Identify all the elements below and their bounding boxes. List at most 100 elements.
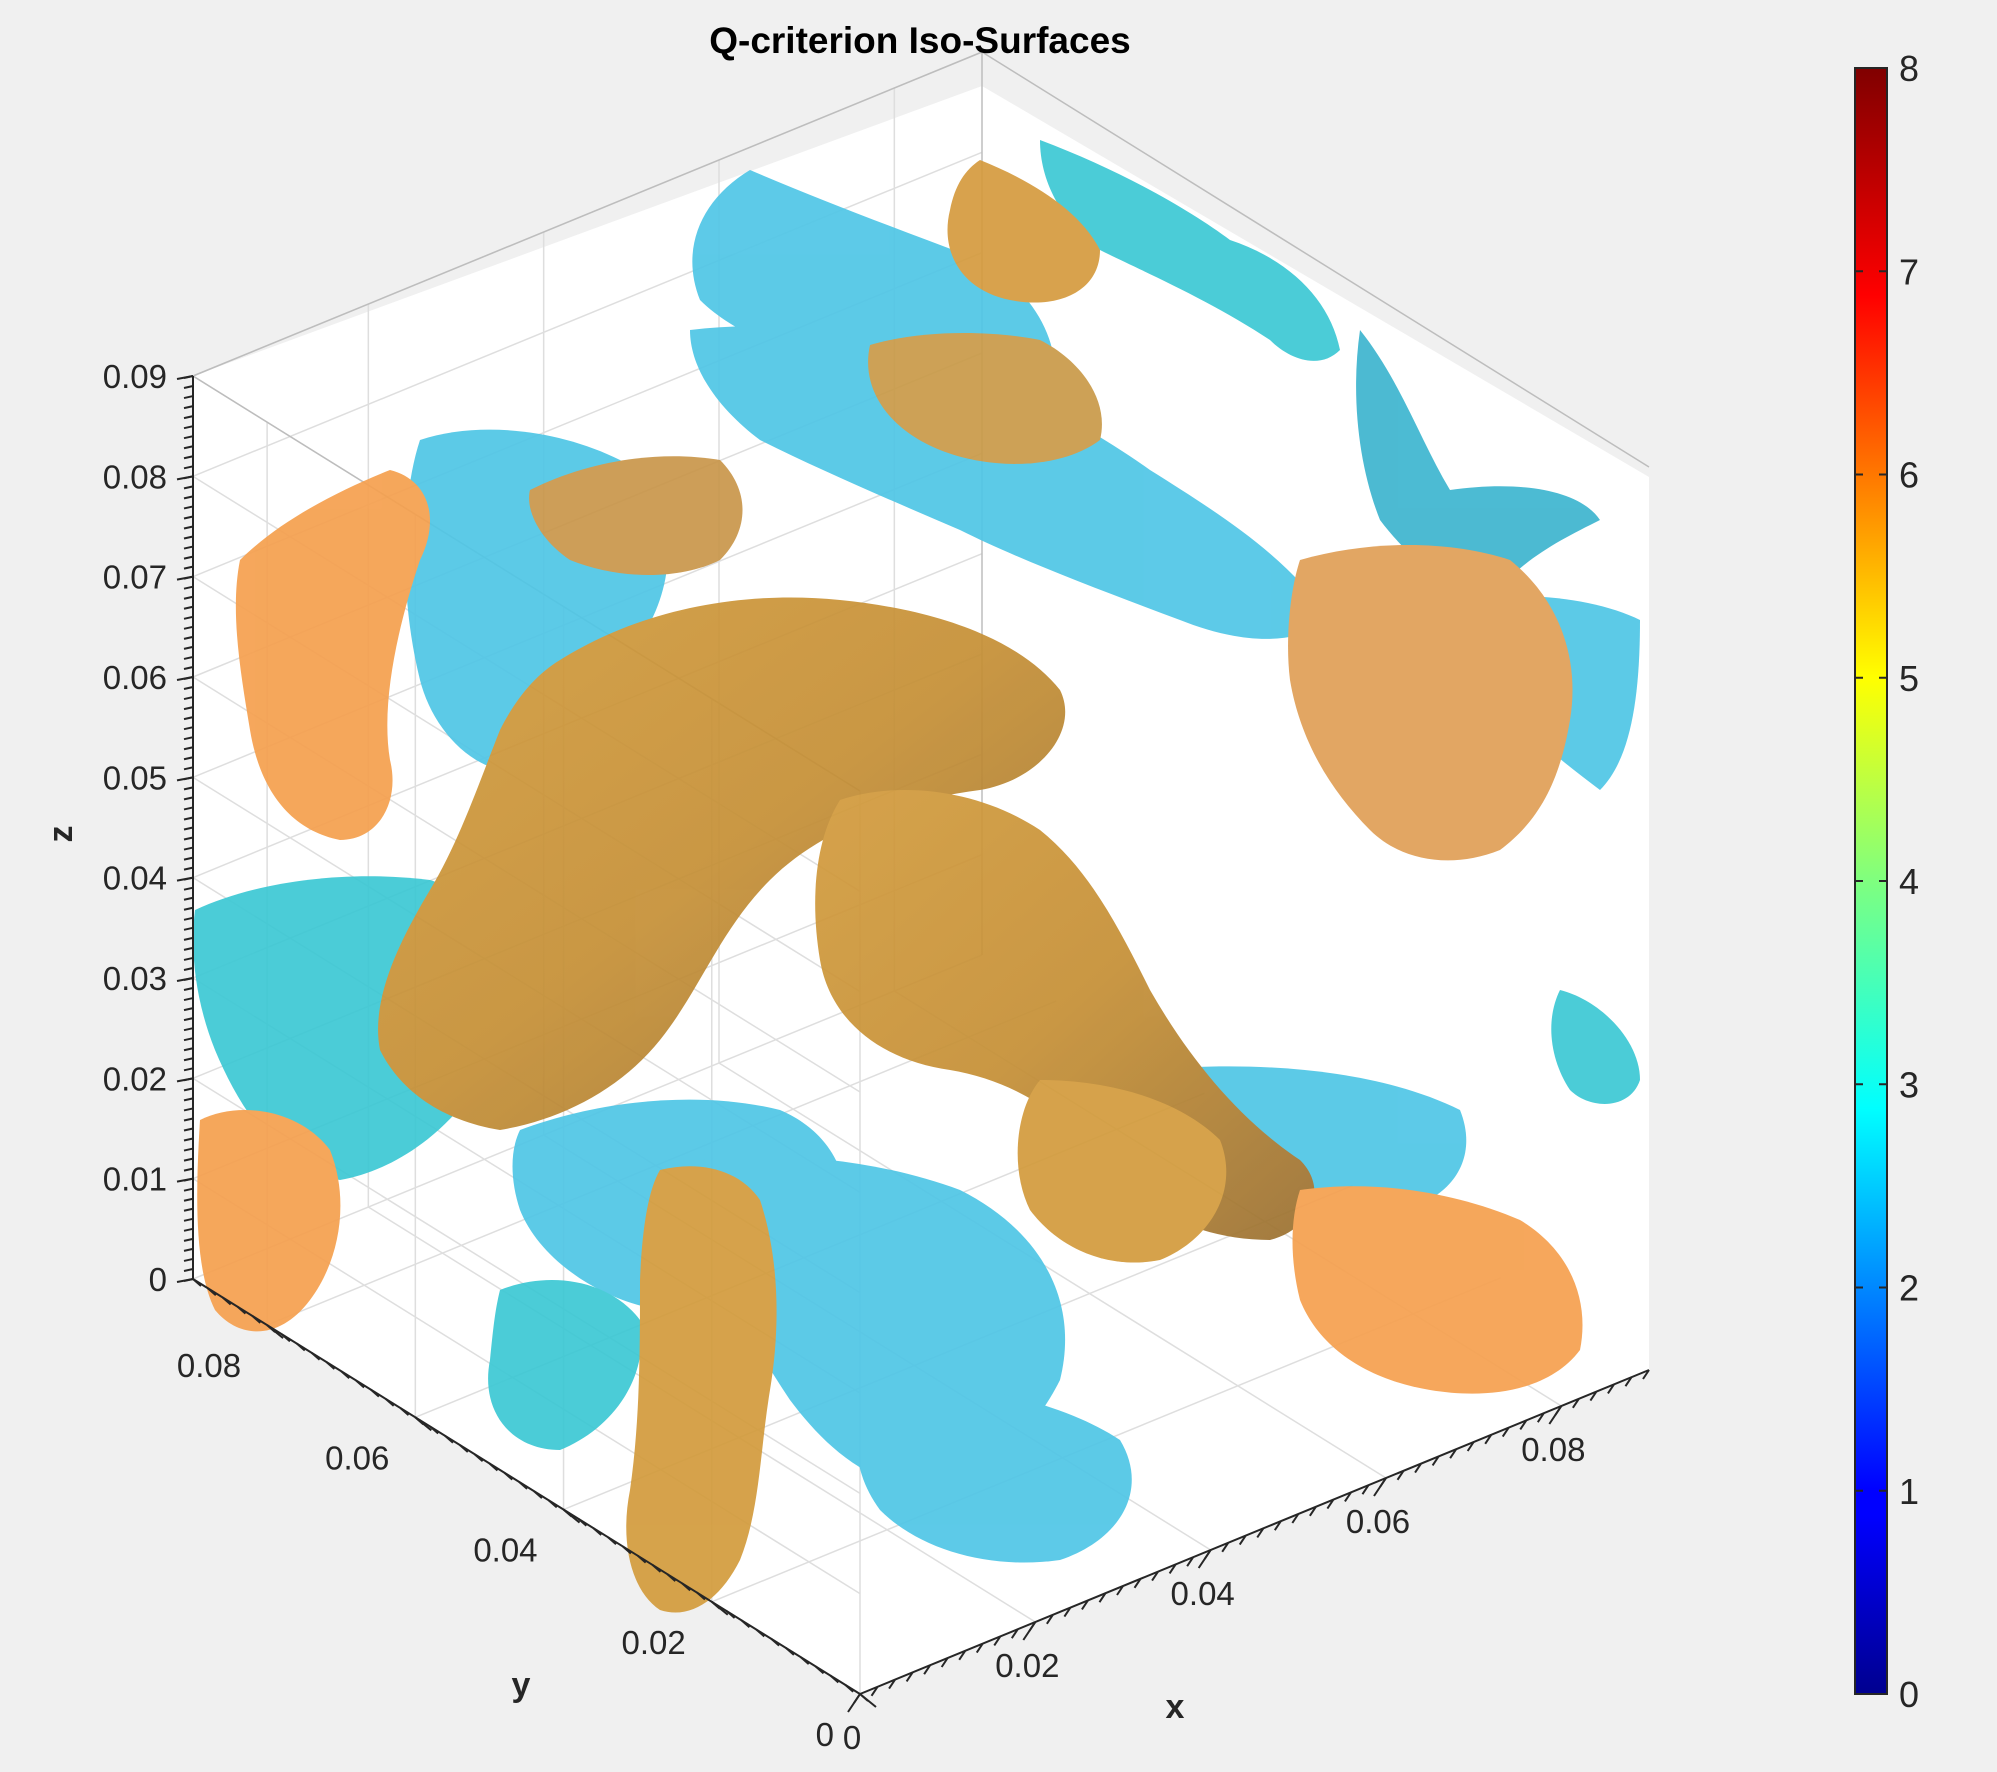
z-major-tick [176, 475, 194, 481]
orange-isosurface [378, 597, 1066, 1130]
y-minor-tick [340, 1370, 350, 1379]
z-minor-tick [183, 896, 194, 901]
orange-isosurface [626, 1166, 777, 1613]
cyan-isosurface [1551, 990, 1640, 1104]
y-minor-tick [770, 1637, 780, 1647]
y-minor-tick [503, 1471, 513, 1481]
x-minor-tick [1519, 1419, 1528, 1430]
orange-isosurface [529, 456, 743, 575]
x-minor-tick [1501, 1427, 1510, 1438]
x-major-tick [1373, 1477, 1387, 1497]
z-minor-tick [183, 615, 194, 620]
z-minor-tick [183, 425, 194, 430]
z-minor-tick [183, 1247, 194, 1252]
x-minor-tick [905, 1671, 914, 1682]
x-minor-tick [1642, 1369, 1650, 1380]
x-minor-tick [1572, 1398, 1580, 1409]
x-minor-tick [1046, 1614, 1054, 1625]
x-major-tick [847, 1693, 861, 1713]
z-minor-tick [183, 966, 194, 971]
z-minor-tick [183, 625, 194, 630]
z-minor-tick [183, 716, 194, 721]
z-minor-tick [183, 385, 194, 390]
z-minor-tick [183, 555, 194, 560]
z-tick-label: 0.07 [103, 559, 167, 596]
orange-isosurface [1017, 1080, 1227, 1263]
x-minor-tick [1256, 1527, 1265, 1538]
x-minor-tick [1238, 1535, 1247, 1546]
x-major-tick [1548, 1405, 1563, 1425]
colorbar-tick-label: 5 [1899, 658, 1919, 699]
y-minor-tick [533, 1490, 543, 1499]
z-minor-tick [183, 605, 194, 610]
z-tick-label: 0.05 [103, 759, 167, 796]
x-minor-tick [1466, 1441, 1475, 1452]
y-minor-tick [844, 1684, 854, 1693]
z-minor-tick [183, 686, 194, 691]
z-minor-tick [183, 796, 194, 801]
z-minor-tick [183, 987, 194, 992]
z-minor-tick [183, 1257, 194, 1262]
y-tick-label: 0.02 [622, 1624, 686, 1661]
y-minor-tick [236, 1305, 247, 1315]
x-minor-tick [1589, 1391, 1598, 1402]
z-minor-tick [183, 525, 194, 530]
y-minor-tick [459, 1444, 469, 1453]
z-minor-tick [183, 445, 194, 450]
z-tick-label: 0 [149, 1261, 167, 1298]
x-minor-tick [1484, 1434, 1493, 1445]
z-minor-tick [183, 846, 194, 851]
y-minor-tick [651, 1564, 662, 1573]
z-tick-label: 0.03 [103, 960, 167, 997]
colorbar-tick-label: 0 [1899, 1674, 1919, 1715]
y-minor-tick [622, 1545, 632, 1555]
x-minor-tick [923, 1664, 931, 1675]
z-minor-tick [183, 1147, 194, 1152]
y-minor-tick [814, 1665, 825, 1675]
z-minor-tick [183, 1037, 194, 1042]
z-minor-tick [183, 1157, 194, 1162]
y-minor-tick [592, 1527, 602, 1536]
y-minor-tick [637, 1554, 647, 1564]
z-minor-tick [183, 1137, 194, 1142]
x-minor-tick [1361, 1484, 1370, 1495]
z-tick-label: 0.01 [103, 1161, 167, 1198]
z-tick-label: 0.02 [103, 1060, 167, 1097]
x-minor-tick [1431, 1455, 1440, 1466]
z-major-tick [176, 1077, 194, 1083]
z-minor-tick [183, 1167, 194, 1172]
z-minor-tick [183, 595, 194, 600]
y-minor-tick [755, 1628, 765, 1638]
y-major-tick [711, 1601, 729, 1616]
z-major-tick [176, 876, 194, 882]
x-minor-tick [975, 1643, 984, 1654]
z-minor-tick [183, 1197, 194, 1202]
x-minor-tick [1010, 1628, 1019, 1639]
y-minor-tick [251, 1315, 261, 1324]
z-tick-label: 0.08 [103, 458, 167, 495]
x-minor-tick [1309, 1506, 1317, 1517]
z-minor-tick [183, 766, 194, 771]
colorbar: 0 1 2 3 4 5 6 7 8 [1854, 48, 1919, 1715]
x-tick-label: 0.06 [1346, 1503, 1410, 1540]
y-minor-tick [444, 1435, 454, 1444]
cyan-isosurface [488, 1280, 642, 1450]
orange-isosurface [197, 1110, 341, 1332]
y-minor-tick [281, 1333, 291, 1343]
x-minor-tick [888, 1679, 896, 1690]
y-minor-tick [221, 1296, 232, 1306]
y-minor-tick [355, 1379, 365, 1389]
cyan-isosurface [1040, 140, 1340, 361]
y-minor-tick [740, 1619, 751, 1628]
z-minor-tick [183, 1117, 194, 1122]
z-minor-tick [183, 956, 194, 961]
z-minor-tick [183, 1207, 194, 1212]
z-minor-tick [183, 1127, 194, 1132]
y-minor-tick [385, 1398, 395, 1407]
z-minor-tick [183, 1067, 194, 1072]
z-minor-tick [183, 726, 194, 731]
z-minor-tick [183, 856, 194, 861]
y-minor-tick [785, 1647, 795, 1656]
colorbar-tick-label: 7 [1899, 251, 1919, 292]
